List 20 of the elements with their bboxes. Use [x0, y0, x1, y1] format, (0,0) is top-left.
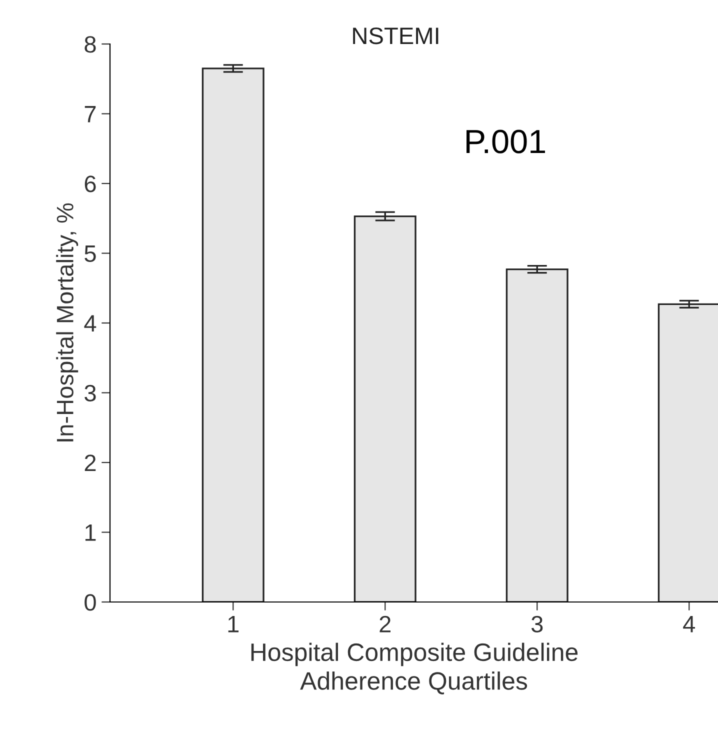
bar — [354, 215, 416, 602]
y-tick-label: 6 — [84, 176, 96, 192]
y-tick-label: 2 — [84, 454, 96, 472]
y-tick-label: 7 — [84, 106, 96, 122]
y-tick-label: 3 — [84, 384, 96, 402]
x-axis-title: Hospital Composite Guideline Adherence Quartiles — [251, 642, 578, 694]
chart-title: NSTEMI — [353, 28, 438, 44]
y-tick-label: 4 — [84, 315, 96, 332]
x-tick-label: 3 — [531, 616, 543, 633]
y-tick-label: 8 — [84, 36, 96, 53]
annotation: P.001 — [466, 130, 545, 154]
x-tick-label: 1 — [228, 616, 239, 632]
bar — [506, 268, 568, 602]
y-tick-label: 5 — [84, 246, 96, 262]
bar — [202, 68, 264, 602]
x-tick-label: 4 — [683, 616, 695, 632]
y-tick-label: 1 — [85, 524, 96, 541]
x-tick-label: 2 — [380, 616, 390, 632]
y-tick-label: 0 — [84, 594, 96, 611]
y-axis-title: In-Hospital Mortality, % — [56, 203, 78, 442]
